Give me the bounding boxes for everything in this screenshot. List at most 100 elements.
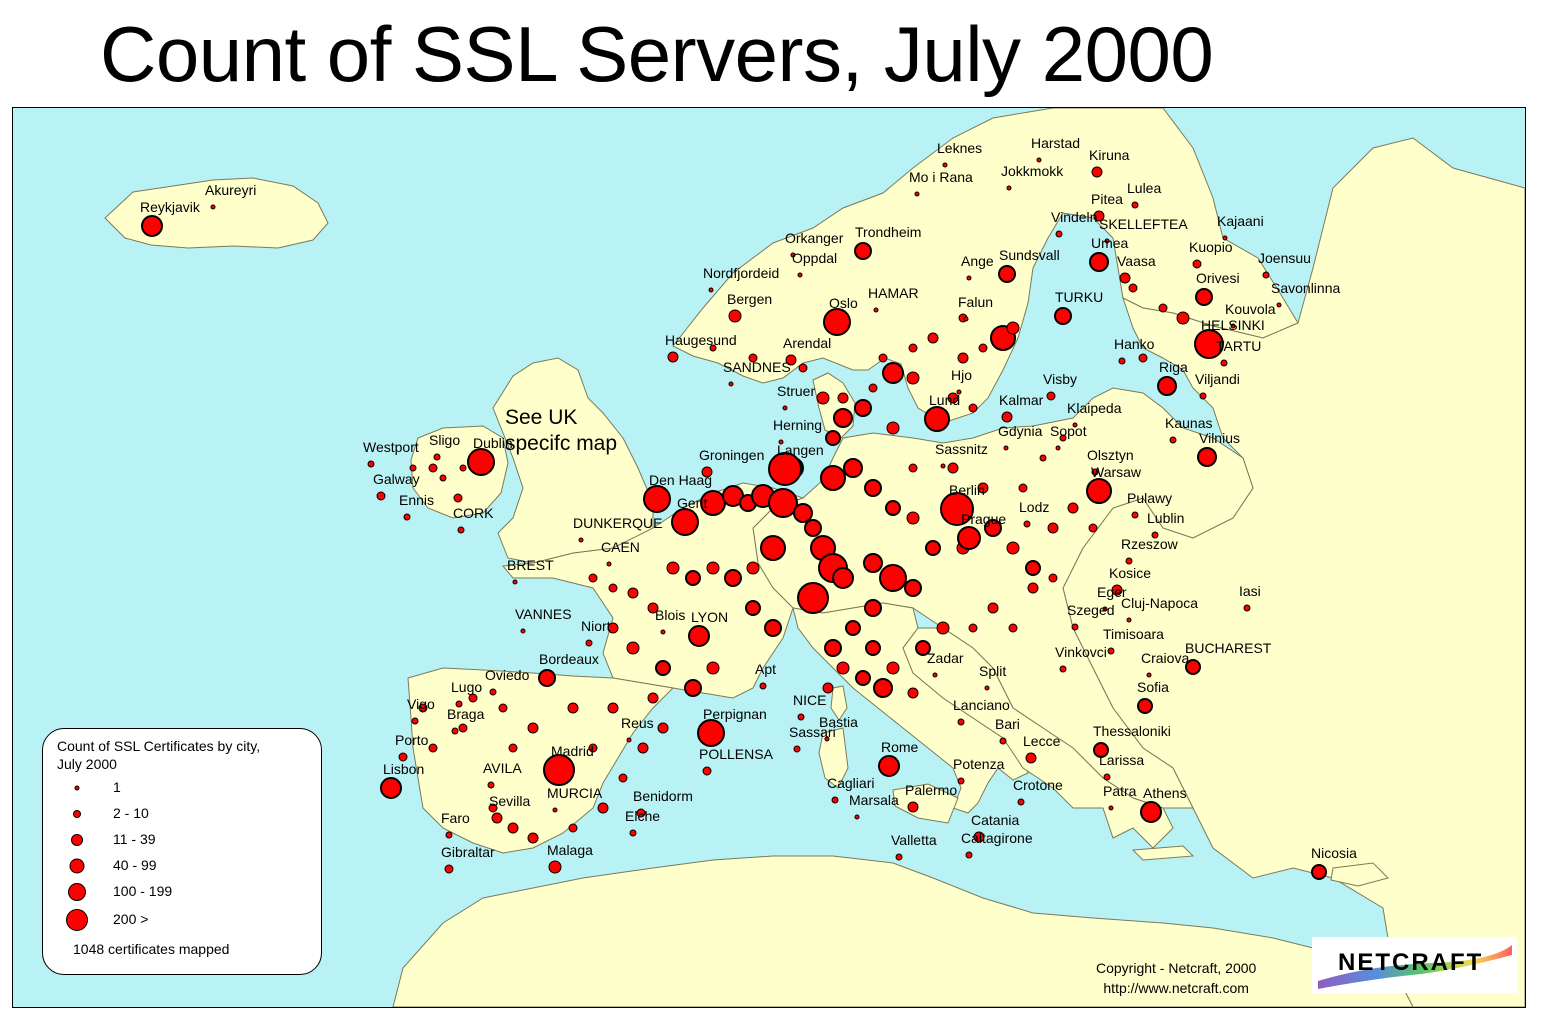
city-marker-kosice[interactable] <box>1111 584 1123 596</box>
city-marker-herning[interactable] <box>778 439 784 445</box>
city-marker[interactable] <box>793 503 813 523</box>
city-marker-vindeln[interactable] <box>1055 230 1063 238</box>
city-marker[interactable] <box>468 693 478 703</box>
city-marker-harstad[interactable] <box>1036 157 1042 163</box>
city-marker[interactable] <box>1027 582 1039 594</box>
city-marker-crotone[interactable] <box>1017 798 1025 806</box>
city-marker[interactable] <box>1067 502 1079 514</box>
city-marker-perpignan[interactable] <box>697 719 725 747</box>
city-marker[interactable] <box>608 583 618 593</box>
city-marker[interactable] <box>837 392 849 404</box>
city-marker-umea[interactable] <box>1089 252 1109 272</box>
city-marker-groningen[interactable] <box>701 466 713 478</box>
city-marker-rome[interactable] <box>878 755 900 777</box>
city-marker-bergen[interactable] <box>728 309 742 323</box>
city-marker[interactable] <box>607 622 619 634</box>
city-marker-sopot[interactable] <box>1055 445 1061 451</box>
city-marker-avila[interactable] <box>487 781 495 789</box>
city-marker-kiruna[interactable] <box>1091 166 1103 178</box>
city-marker[interactable] <box>567 702 579 714</box>
city-marker[interactable] <box>745 600 761 616</box>
city-marker[interactable] <box>706 561 720 575</box>
city-marker[interactable] <box>865 640 881 656</box>
city-marker[interactable] <box>947 462 959 474</box>
city-marker-valletta[interactable] <box>895 853 903 861</box>
city-marker-kuopio[interactable] <box>1192 259 1202 269</box>
city-marker-vannes[interactable] <box>520 628 526 634</box>
city-marker[interactable] <box>626 641 640 655</box>
city-marker-olsztyn[interactable] <box>1091 468 1099 476</box>
city-marker-visby[interactable] <box>1046 391 1056 401</box>
city-marker[interactable] <box>428 743 438 753</box>
city-marker[interactable] <box>568 823 578 833</box>
city-marker-bucharest[interactable] <box>1185 659 1201 675</box>
city-marker-den-haag[interactable] <box>643 485 671 513</box>
city-marker[interactable] <box>915 640 931 656</box>
city-marker-dublin[interactable] <box>467 448 495 476</box>
city-marker[interactable] <box>409 464 417 472</box>
city-marker[interactable] <box>978 343 988 353</box>
city-marker[interactable] <box>886 421 900 435</box>
city-marker-lund[interactable] <box>924 406 950 432</box>
city-marker-timisoara[interactable] <box>1107 647 1115 655</box>
city-marker[interactable] <box>816 391 830 405</box>
city-marker[interactable] <box>879 564 907 592</box>
city-marker[interactable] <box>709 344 717 352</box>
city-marker-skelleftea[interactable] <box>1104 238 1110 244</box>
city-marker-lublin[interactable] <box>1151 531 1159 539</box>
city-marker-gibraltar[interactable] <box>444 864 454 874</box>
city-marker-falun[interactable] <box>963 316 969 322</box>
city-marker-berlin[interactable] <box>940 492 974 526</box>
city-marker[interactable] <box>498 703 508 713</box>
city-marker-benidorm[interactable] <box>636 808 646 818</box>
city-marker-rzeszow[interactable] <box>1125 557 1133 565</box>
city-marker[interactable] <box>904 579 922 597</box>
city-marker[interactable] <box>864 479 882 497</box>
city-marker[interactable] <box>957 352 969 364</box>
city-marker[interactable] <box>908 343 918 353</box>
city-marker[interactable] <box>459 464 467 472</box>
city-marker-helsinki[interactable] <box>1194 329 1224 359</box>
city-marker[interactable] <box>843 458 863 478</box>
city-marker-lugo[interactable] <box>455 700 463 708</box>
city-marker-blois[interactable] <box>660 629 666 635</box>
city-marker-thessaloniki[interactable] <box>1093 742 1109 758</box>
city-marker[interactable] <box>836 661 850 675</box>
city-marker-reus[interactable] <box>626 737 632 743</box>
city-marker-pulawy[interactable] <box>1131 511 1139 519</box>
city-marker[interactable] <box>637 742 649 754</box>
city-marker[interactable] <box>418 703 428 713</box>
city-marker[interactable] <box>724 569 742 587</box>
city-marker-nice[interactable] <box>797 713 805 721</box>
city-marker[interactable] <box>820 465 846 491</box>
city-marker-murcia[interactable] <box>552 807 558 813</box>
city-marker[interactable] <box>684 679 702 697</box>
city-marker[interactable] <box>597 802 609 814</box>
city-marker-struer[interactable] <box>782 405 788 411</box>
city-marker-trondheim[interactable] <box>854 242 872 260</box>
city-marker-bari[interactable] <box>999 737 1007 745</box>
city-marker[interactable] <box>863 553 883 573</box>
city-marker[interactable] <box>854 399 872 417</box>
city-marker-hjo[interactable] <box>956 389 962 395</box>
city-marker[interactable] <box>927 332 939 344</box>
city-marker-lyon[interactable] <box>688 625 710 647</box>
city-marker[interactable] <box>936 621 950 635</box>
city-marker[interactable] <box>1039 454 1047 462</box>
city-marker[interactable] <box>984 519 1002 537</box>
city-marker-faro[interactable] <box>445 831 453 839</box>
city-marker-dunkerque[interactable] <box>578 537 584 543</box>
city-marker[interactable] <box>906 371 920 385</box>
city-marker-porto[interactable] <box>398 752 408 762</box>
city-marker-caen[interactable] <box>606 561 612 567</box>
city-marker-gdynia[interactable] <box>1003 445 1009 451</box>
city-marker-lodz[interactable] <box>1023 520 1031 528</box>
city-marker[interactable] <box>508 743 518 753</box>
city-marker-nordfjordeid[interactable] <box>708 287 714 293</box>
city-marker[interactable] <box>647 602 659 614</box>
city-marker[interactable] <box>1176 311 1190 325</box>
city-marker-marsala[interactable] <box>854 814 860 820</box>
city-marker-malaga[interactable] <box>548 860 562 874</box>
city-marker[interactable] <box>873 678 893 698</box>
